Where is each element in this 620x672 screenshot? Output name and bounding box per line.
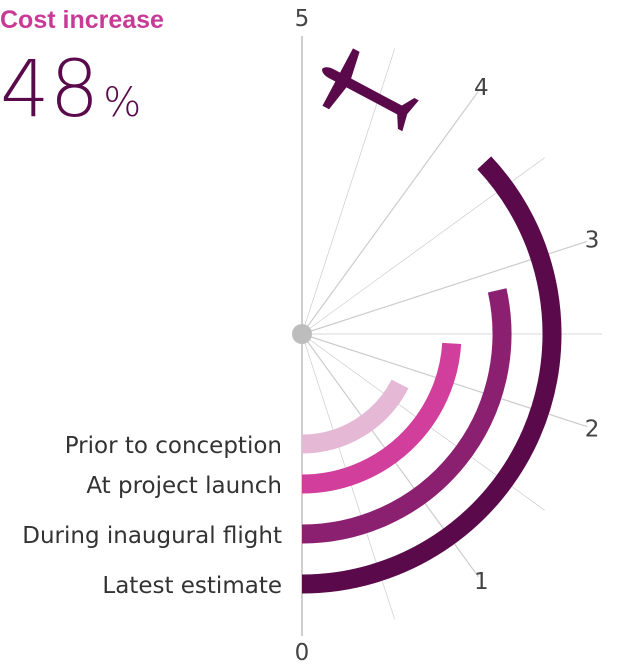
bar-latest-estimate xyxy=(301,156,562,594)
grid-spoke xyxy=(301,48,396,335)
headline-unit: % xyxy=(103,80,141,126)
tick-label-3: 3 xyxy=(585,228,600,254)
category-label: During inaugural flight xyxy=(22,523,282,549)
tick-label-0: 0 xyxy=(295,640,310,666)
tick-label-4: 4 xyxy=(474,75,489,101)
bar-at-project-launch xyxy=(301,342,462,494)
tick-label-1: 1 xyxy=(474,569,489,595)
center-dot xyxy=(292,324,312,344)
category-label: Prior to conception xyxy=(65,433,282,459)
headline-value: 48% xyxy=(0,45,141,135)
category-labels: Prior to conception At project launch Duri… xyxy=(22,433,282,599)
bar-during-inaugural-flight xyxy=(301,288,512,544)
grid-spoke xyxy=(301,90,479,335)
category-label: Latest estimate xyxy=(102,573,282,599)
headline-number: 48 xyxy=(0,45,99,135)
bar-prior-to-conception xyxy=(301,379,409,454)
airplane-icon xyxy=(322,48,419,132)
radial-bars xyxy=(301,156,562,594)
tick-label-2: 2 xyxy=(585,416,600,442)
scale-ticks: 0 1 2 3 4 5 xyxy=(295,6,600,666)
tick-label-5: 5 xyxy=(295,6,310,32)
category-label: At project launch xyxy=(86,473,282,499)
chart-title: Cost increase xyxy=(0,6,164,34)
